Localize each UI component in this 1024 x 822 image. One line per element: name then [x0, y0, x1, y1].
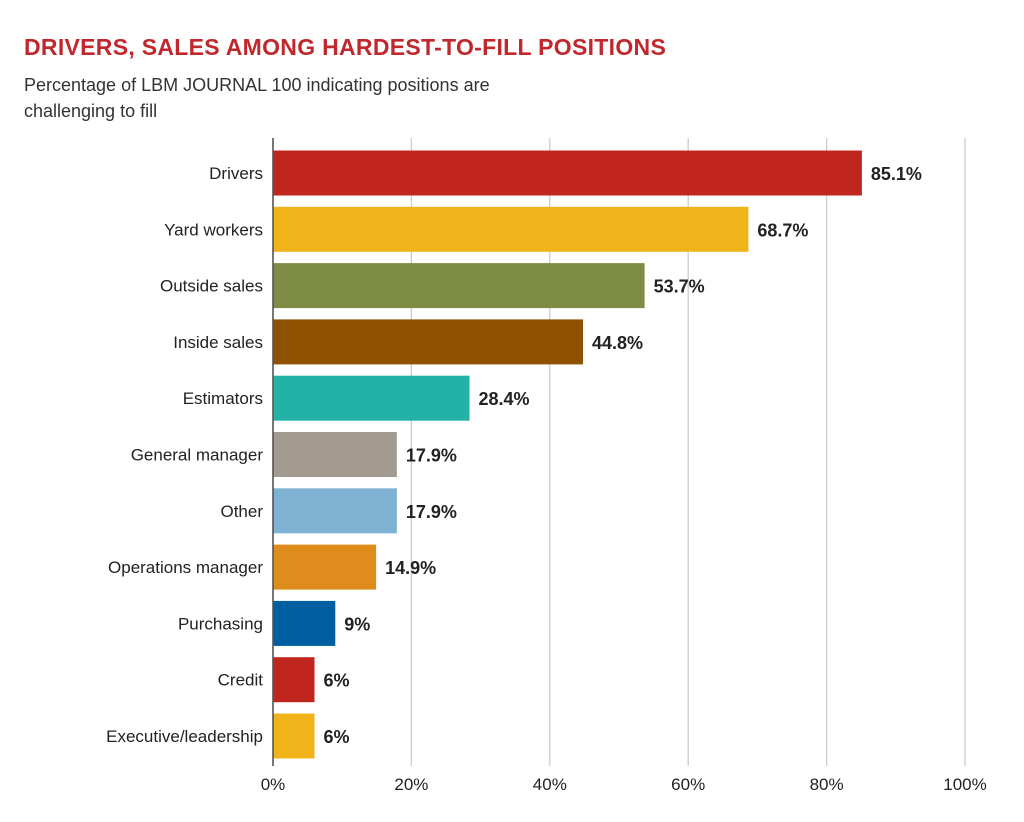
bar	[273, 600, 336, 646]
category-label: Outside sales	[160, 277, 263, 296]
x-tick-label: 0%	[261, 775, 286, 794]
value-label: 53.7%	[654, 277, 705, 297]
category-label: Operations manager	[108, 558, 263, 577]
bars	[273, 150, 862, 759]
labels: Drivers 85.1% Yard workers 68.7% Outside sal…	[106, 164, 922, 747]
value-label: 44.8%	[592, 333, 643, 353]
bar	[273, 657, 315, 703]
category-label: Estimators	[183, 389, 263, 408]
bar	[273, 319, 584, 365]
x-tick-label: 80%	[810, 775, 844, 794]
bar	[273, 150, 862, 196]
value-label: 6%	[324, 727, 350, 747]
category-label: Yard workers	[164, 220, 263, 239]
category-label: Inside sales	[173, 333, 263, 352]
bar	[273, 375, 470, 421]
value-label: 28.4%	[479, 389, 530, 409]
category-label: General manager	[131, 446, 264, 465]
value-label: 17.9%	[406, 446, 457, 466]
bar	[273, 544, 377, 590]
chart-title: DRIVERS, SALES AMONG HARDEST-TO-FILL POS…	[24, 34, 667, 60]
bar	[273, 488, 397, 534]
x-tick-label: 60%	[671, 775, 705, 794]
value-label: 14.9%	[385, 558, 436, 578]
x-tick-label: 40%	[533, 775, 567, 794]
bar	[273, 263, 645, 309]
value-label: 17.9%	[406, 502, 457, 522]
value-label: 68.7%	[757, 220, 808, 240]
chart-subtitle: Percentage of LBM JOURNAL 100 indicating…	[24, 75, 490, 121]
category-label: Credit	[218, 671, 264, 690]
bar	[273, 713, 315, 759]
category-label: Other	[220, 502, 263, 521]
x-tick-label: 100%	[943, 775, 986, 794]
category-label: Executive/leadership	[106, 727, 263, 746]
bar	[273, 432, 397, 477]
category-label: Drivers	[209, 164, 263, 183]
bar	[273, 206, 749, 252]
value-label: 6%	[324, 671, 350, 691]
x-tick-label: 20%	[394, 775, 428, 794]
category-label: Purchasing	[178, 614, 263, 633]
value-label: 85.1%	[871, 164, 922, 184]
x-axis: 0% 20% 40% 60% 80% 100%	[261, 138, 987, 794]
value-label: 9%	[344, 614, 370, 634]
